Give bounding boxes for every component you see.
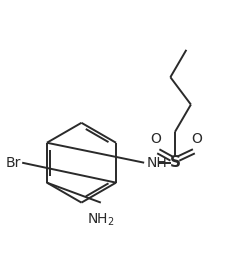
Text: NH$_2$: NH$_2$ [87,212,115,228]
Text: O: O [150,132,161,146]
Text: O: O [191,132,202,146]
Text: S: S [169,155,180,170]
Text: Br: Br [6,156,21,170]
Text: NH: NH [146,156,167,170]
